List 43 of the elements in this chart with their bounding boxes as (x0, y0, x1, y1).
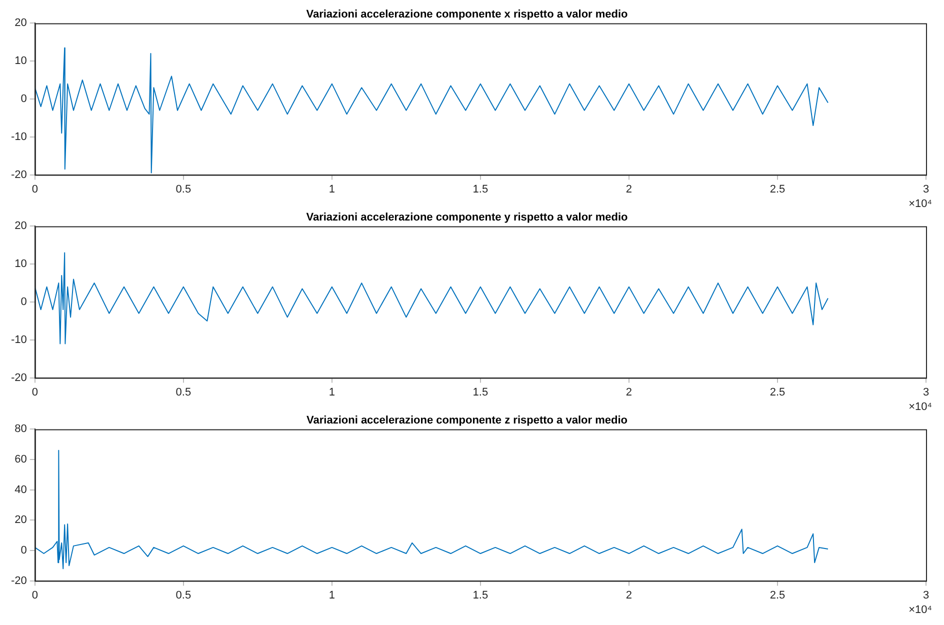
x-tick-label: 2.5 (770, 386, 786, 398)
x-tick-label: 1.5 (472, 183, 488, 196)
y-tick-label: 0 (20, 544, 27, 557)
x-tick-label: 2 (626, 589, 632, 602)
x-tick-label: 2 (626, 183, 632, 196)
x-tick-label: 2 (626, 386, 632, 398)
x-tick-label: 3 (922, 589, 930, 602)
y-tick-label: 10 (14, 55, 27, 68)
x-tick-label: 1 (328, 589, 335, 602)
x-tick-label: 0 (32, 386, 38, 398)
y-tick-label: -10 (10, 130, 27, 143)
x-tick-label: 1 (328, 183, 335, 196)
x-tick-label: 0 (32, 183, 38, 196)
x-tick-label: 1.5 (472, 386, 488, 398)
text: ×10⁴ (908, 198, 932, 210)
x-tick-label: 0.5 (176, 589, 192, 602)
y-tick-label: 0 (20, 296, 27, 308)
y-tick-label: 60 (14, 454, 27, 466)
x-tick-label: 0.5 (176, 386, 192, 398)
y-tick-label: 80 (14, 423, 27, 436)
text: ×10⁴ (908, 604, 932, 616)
x-tick-label: 1.5 (472, 589, 488, 602)
x-tick-label: 0 (32, 589, 38, 602)
x-tick-label: 3 (922, 386, 930, 398)
chart-title: Variazioni accelerazione componente x rispetto a valor medio (306, 8, 628, 21)
y-tick-label: 20 (14, 514, 27, 526)
y-tick-label: 20 (14, 17, 27, 30)
y-tick-label: -20 (10, 372, 27, 384)
y-tick-label: 0 (20, 93, 27, 106)
y-tick-label: -20 (10, 168, 27, 181)
y-tick-label: 10 (14, 258, 27, 270)
chart-title: Variazioni accelerazione componente y rispetto a valor medio (306, 212, 628, 224)
x-tick-label: 3 (922, 183, 930, 196)
y-tick-label: 40 (14, 484, 27, 496)
x-tick-label: 0.5 (176, 183, 192, 196)
x-tick-label: 1 (328, 386, 335, 398)
y-tick-label: 20 (14, 220, 27, 232)
y-tick-label: -10 (10, 334, 27, 346)
x-tick-label: 2.5 (770, 183, 786, 196)
text: ×10⁴ (908, 400, 932, 413)
chart-title: Variazioni accelerazione componente z rispetto a valor medio (306, 414, 628, 427)
y-tick-label: -20 (10, 574, 27, 587)
x-tick-label: 2.5 (770, 589, 786, 602)
